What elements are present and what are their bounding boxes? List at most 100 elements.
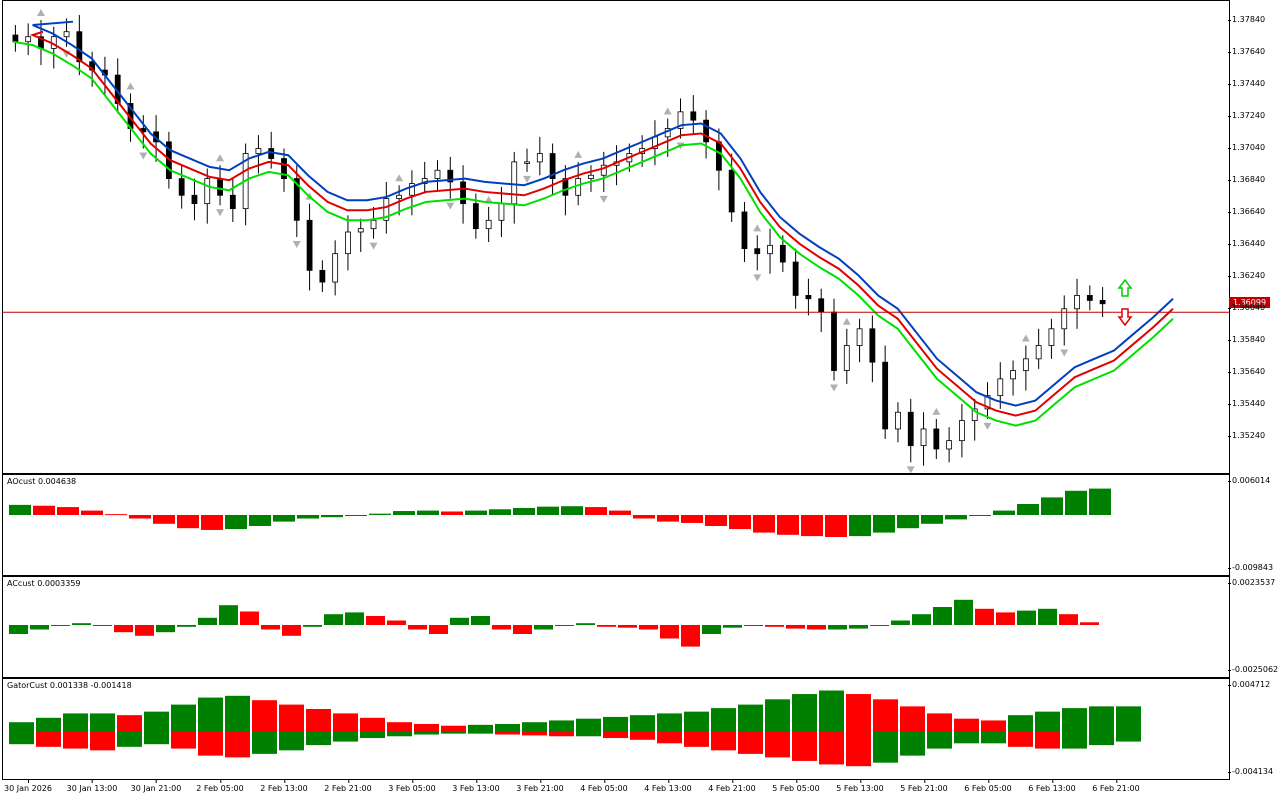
ac-bar: [702, 625, 721, 634]
bear-candle: [281, 158, 287, 179]
gator-lower-bar: [684, 731, 709, 747]
time-axis-tick: 5 Feb 05:00: [772, 779, 820, 793]
bull-candle: [434, 169, 441, 179]
ac-bar: [261, 625, 280, 630]
gator-upper-bar: [603, 716, 628, 731]
ao-indicator-label: AOcust 0.004638: [7, 477, 77, 486]
ao-bar: [777, 515, 799, 535]
ao-bar: [585, 507, 607, 515]
ac-bar: [345, 612, 364, 625]
ao-bar: [609, 510, 631, 515]
ac-indicator-pane[interactable]: ACcust 0.0003359: [2, 576, 1230, 678]
gator-lower-bar: [36, 731, 61, 747]
bull-candle: [677, 111, 684, 129]
fractal-down-marker: [216, 209, 225, 217]
fractal-down-marker: [139, 152, 148, 160]
bear-candle: [715, 141, 722, 171]
ao-bar: [705, 515, 727, 526]
bear-candle: [229, 194, 236, 210]
gator-lower-bar: [846, 731, 871, 767]
ac-bar: [219, 605, 238, 625]
gator-upper-bar: [441, 725, 466, 731]
price-axis-tick: 1.37040: [1227, 143, 1266, 152]
bear-candle: [447, 169, 454, 183]
ao-bar: [1017, 504, 1039, 515]
ac-bar: [555, 625, 574, 626]
time-axis[interactable]: 30 Jan 2026 30 Jan 13:00 30 Jan 21:00 2 Feb…: [0, 779, 1280, 800]
price-axis[interactable]: 1.37840 1.37640 1.37440 1.37240 1.37040 1.368…: [1227, 0, 1280, 800]
time-axis-tick: 2 Feb 05:00: [196, 779, 244, 793]
bull-candle: [1022, 358, 1029, 371]
gator-lower-bar: [117, 731, 142, 747]
gator-upper-bar: [1035, 711, 1060, 731]
ao-bar: [225, 515, 247, 530]
ao-bar: [417, 510, 439, 515]
gator-lower-bar: [981, 731, 1006, 744]
ac-axis-min: -0.0025062: [1227, 665, 1279, 674]
gator-lower-bar: [954, 731, 979, 744]
ao-bar: [129, 515, 151, 519]
gator-upper-bar: [711, 708, 736, 731]
ac-axis-max: 0.0023537: [1227, 578, 1276, 587]
fractal-up-marker: [1021, 334, 1030, 342]
gator-lower-bar: [306, 731, 331, 746]
gator-lower-bar: [927, 731, 952, 749]
ac-bar: [408, 625, 427, 630]
price-axis-tick: 1.35840: [1227, 335, 1266, 344]
ao-axis-min: -0.009843: [1227, 563, 1274, 572]
bull-candle: [997, 378, 1004, 396]
gator-indicator-pane[interactable]: GatorCust 0.001338 -0.001418: [2, 678, 1230, 780]
price-chart-pane[interactable]: [2, 0, 1230, 474]
gator-lower-bar: [441, 731, 466, 734]
fractal-down-marker: [446, 202, 455, 210]
bear-candle: [818, 298, 825, 313]
ac-bar: [282, 625, 301, 636]
ao-bar: [561, 506, 583, 515]
ao-indicator-pane[interactable]: AOcust 0.004638: [2, 474, 1230, 576]
ao-bar: [345, 515, 367, 516]
ac-bar: [660, 625, 679, 639]
gator-upper-bar: [117, 715, 142, 731]
gator-lower-bar: [63, 731, 88, 749]
ao-bar: [369, 513, 391, 515]
gator-upper-bar: [819, 690, 844, 731]
bull-candle: [370, 219, 377, 230]
bear-candle: [779, 244, 786, 263]
sell-arrow-icon: [1117, 308, 1133, 327]
fractal-up-marker: [753, 224, 762, 232]
ao-bar: [825, 515, 847, 537]
ac-bar: [387, 620, 406, 625]
gator-lower-bar: [414, 731, 439, 735]
gator-upper-bar: [684, 711, 709, 731]
price-axis-tick: 1.36640: [1227, 207, 1266, 216]
bull-candle: [396, 194, 403, 200]
bear-candle: [178, 178, 185, 196]
gator-lower-bar: [576, 731, 601, 737]
time-axis-tick: 6 Feb 13:00: [1028, 779, 1076, 793]
ao-bar: [153, 515, 175, 524]
ac-bar: [870, 625, 889, 626]
gator-upper-bar: [225, 695, 250, 731]
fractal-down-marker: [753, 274, 762, 282]
ac-bar: [513, 625, 532, 634]
gator-indicator-label: GatorCust 0.001338 -0.001418: [7, 681, 132, 690]
ac-histogram: [9, 599, 1099, 647]
time-axis-tick: 3 Feb 05:00: [388, 779, 436, 793]
gator-upper-bar: [1008, 715, 1033, 731]
ac-bar: [135, 625, 154, 636]
ao-bar: [1065, 490, 1087, 515]
bull-candle: [485, 219, 492, 230]
ao-bar: [633, 515, 655, 519]
gator-lower-bar: [1089, 731, 1114, 746]
ac-bar: [240, 611, 259, 625]
gator-lower-bar: [711, 731, 736, 751]
fractal-up-marker: [842, 317, 851, 325]
ac-bar: [639, 625, 658, 630]
bear-candle: [703, 119, 709, 143]
ac-bar: [807, 625, 826, 630]
ac-indicator-label: ACcust 0.0003359: [7, 579, 81, 588]
bull-candle: [204, 178, 211, 205]
gator-upper-bar: [495, 723, 520, 731]
ao-bar: [321, 515, 343, 518]
time-axis-tick: 3 Feb 21:00: [516, 779, 564, 793]
